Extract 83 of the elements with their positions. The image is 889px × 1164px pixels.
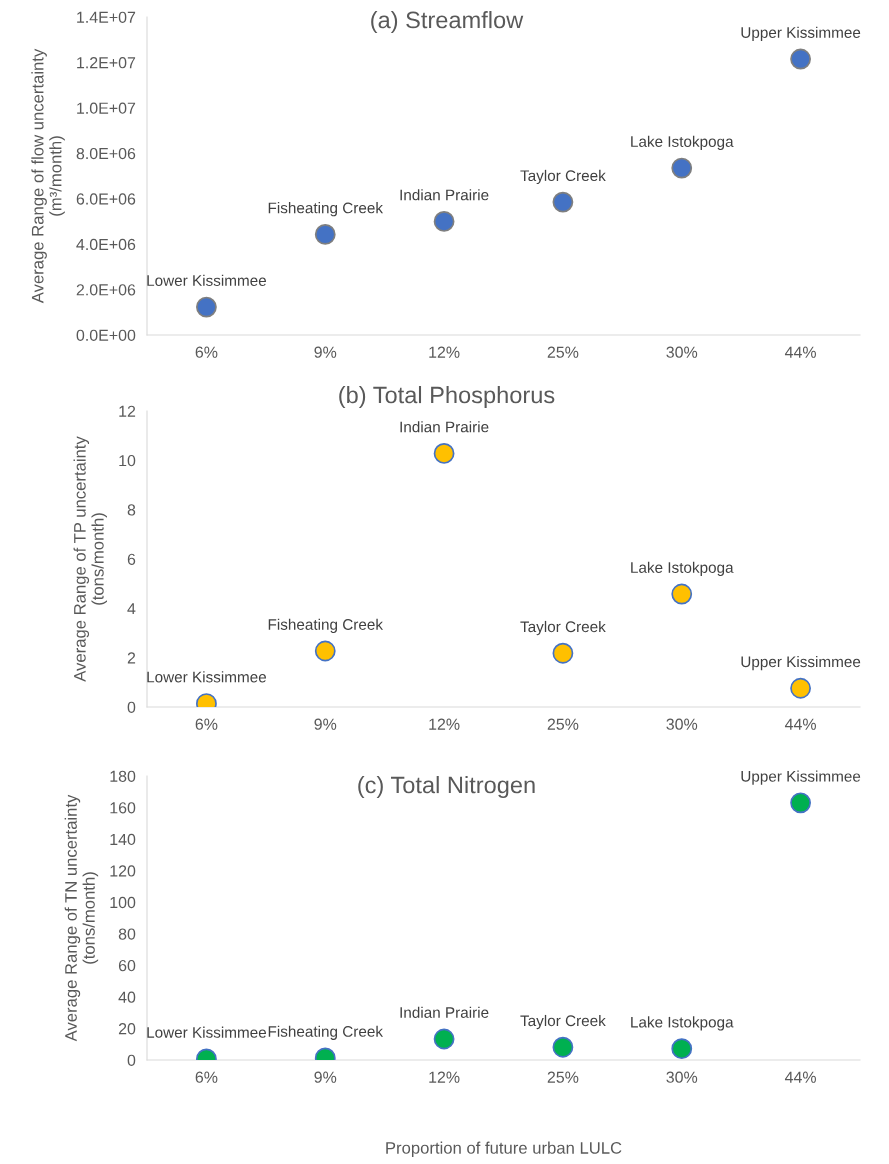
y-tick-label: 6 (127, 553, 136, 565)
point (196, 296, 217, 318)
x-tick-label: 12% (429, 718, 460, 730)
y-tick-label: 0 (127, 1054, 136, 1066)
y-tick-label: 180 (110, 770, 136, 782)
annotation: Taylor Creek (520, 1014, 606, 1030)
y-tick-label: 20 (118, 1023, 136, 1035)
annotation: Indian Prairie (400, 1006, 489, 1018)
chart-title: (c) Total Nitrogen (358, 775, 535, 799)
y-tick-label: 160 (110, 802, 136, 814)
y-tick-label: 40 (118, 991, 136, 1003)
y-tick-label: 2.0E+06 (76, 284, 136, 296)
x-tick-label: 44% (784, 718, 816, 730)
point (552, 642, 574, 664)
point (433, 443, 455, 464)
annotation: Lower Kissimmee (147, 274, 267, 286)
x-tick-label: 9% (314, 346, 337, 358)
point (790, 48, 811, 70)
annotation: Indian Prairie (400, 189, 489, 201)
y-tick-label: 140 (110, 833, 136, 846)
x-axis-title: Proportion of future urban LULC (386, 1141, 622, 1158)
point (314, 640, 336, 662)
y-tick-label: 10 (119, 454, 136, 467)
annotation: Upper Kissimmee (741, 26, 861, 41)
annotation: Taylor Creek (520, 169, 606, 185)
y-tick-label: 0 (127, 701, 136, 713)
annotation: Taylor Creek (520, 620, 606, 636)
x-tick-label: 9% (314, 718, 337, 730)
annotation: Lower Kissimmee (147, 671, 267, 683)
point (671, 583, 693, 605)
y-tick-label: 60 (118, 959, 136, 972)
x-tick-label: 6% (195, 1071, 218, 1083)
x-tick-label: 25% (547, 346, 579, 358)
y-tick-label: 4 (127, 603, 136, 615)
annotation: Lake Istokpoga (631, 135, 734, 150)
y-tick-label: 6.0E+06 (76, 193, 136, 205)
x-tick-label: 25% (547, 1071, 579, 1083)
annotation: Upper Kissimmee (741, 770, 861, 785)
annotation: Lake Istokpoga (631, 1016, 734, 1031)
y-tick-label: 80 (118, 928, 136, 940)
x-tick-label: 6% (195, 718, 218, 730)
point (433, 1028, 455, 1050)
annotation: Lake Istokpoga (631, 561, 734, 576)
annotation: Indian Prairie (400, 421, 489, 433)
x-tick-label: 9% (314, 1071, 337, 1083)
chart-title: (b) Total Phosphorus (339, 385, 555, 408)
point (552, 191, 574, 213)
y-tick-label: 0.0E+00 (76, 329, 136, 341)
y-tick-label: 1.2E+07 (77, 57, 136, 69)
point (433, 211, 455, 232)
point (790, 677, 811, 699)
annotation: Fisheating Creek (268, 618, 384, 633)
point (314, 223, 336, 245)
y-tick-label: 1.0E+07 (77, 102, 136, 114)
annotation: Lower Kissimmee (147, 1026, 267, 1038)
y-tick-label: 12 (119, 405, 136, 417)
y-tick-label: 2 (127, 652, 136, 664)
x-tick-label: 12% (429, 346, 460, 358)
x-tick-label: 30% (666, 718, 698, 730)
annotation: Fisheating Creek (268, 1025, 384, 1040)
point (671, 157, 693, 179)
y-tick-label: 120 (110, 865, 136, 877)
y-tick-label: 1.4E+07 (77, 11, 136, 23)
point (790, 792, 811, 814)
point (552, 1036, 574, 1058)
x-tick-label: 25% (547, 718, 579, 730)
annotation: Fisheating Creek (268, 202, 384, 217)
x-tick-label: 44% (784, 1071, 816, 1083)
y-tick-label: 100 (110, 896, 136, 909)
x-tick-label: 6% (195, 346, 218, 358)
y-tick-label: 8.0E+06 (76, 147, 136, 160)
x-tick-label: 30% (666, 1071, 698, 1083)
point (671, 1038, 693, 1060)
x-tick-label: 12% (429, 1071, 460, 1083)
y-axis-title: Average Range of TP uncertainty (tons/month) (73, 436, 108, 682)
y-axis-title: Average Range of TN uncertainty (tons/month) (64, 794, 99, 1042)
x-tick-label: 44% (784, 346, 816, 358)
y-axis-title: Average Range of flow uncertainty (m³/month) (31, 48, 65, 304)
y-tick-label: 8 (127, 504, 136, 516)
x-tick-label: 30% (666, 346, 698, 358)
annotation: Upper Kissimmee (741, 655, 861, 671)
chart-title: (a) Streamflow (371, 11, 524, 33)
y-tick-label: 4.0E+06 (76, 238, 136, 251)
